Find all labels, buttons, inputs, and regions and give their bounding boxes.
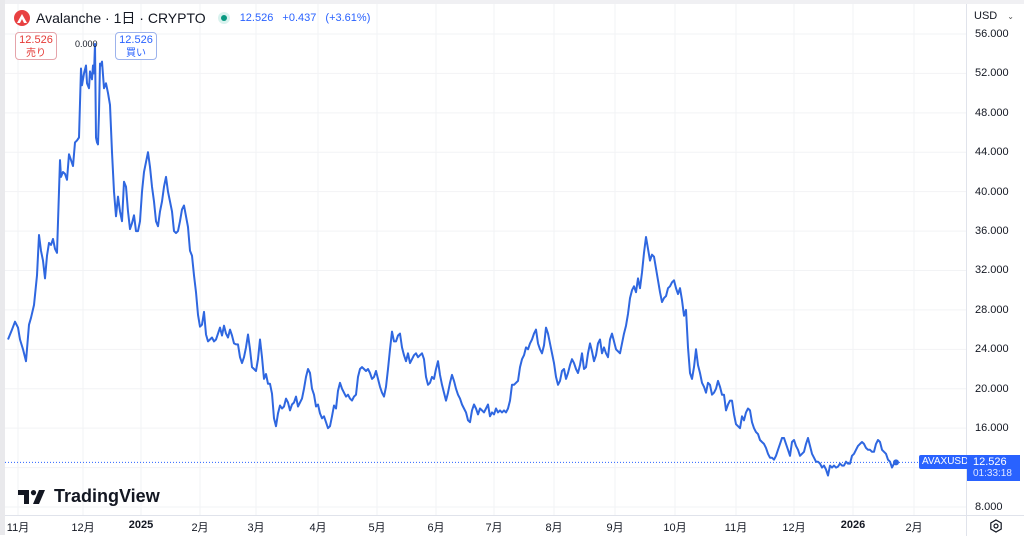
- bar-close-countdown: 01:33:18: [973, 468, 1012, 479]
- time-tick-label: 4月: [309, 522, 327, 534]
- window-top-border: [0, 0, 1024, 4]
- price-tick-label: 32.000: [975, 264, 1009, 277]
- time-tick-label: 2月: [191, 522, 209, 534]
- time-tick-label: 12月: [71, 522, 95, 534]
- price-scale[interactable]: 56.000 52.000 48.000 44.000 40.000 36.000 32.0…: [966, 4, 1024, 515]
- buy-label: 買い: [126, 48, 146, 59]
- time-tick-label: 3月: [247, 522, 265, 534]
- tradingview-logo-text: TradingView: [54, 486, 160, 506]
- price-change-percent: (+3.61%): [325, 12, 371, 24]
- exchange-label: CRYPTO: [147, 10, 206, 26]
- tradingview-logo-icon: [18, 489, 45, 504]
- price-tick-label: 56.000: [975, 28, 1009, 40]
- time-scale[interactable]: 11月 12月 2025 2月 3月 4月 5月 6月 7月 8月 9月 10月 11月 12月 2026 2…: [5, 515, 966, 536]
- price-tick-label: 52.000: [975, 67, 1009, 80]
- chevron-down-icon: ⌄: [1007, 11, 1014, 21]
- time-tick-label: 2025: [128, 519, 154, 531]
- price-tick-label: 20.000: [975, 382, 1009, 395]
- time-tick-label: 5月: [368, 522, 386, 534]
- price-line-chart: [5, 4, 966, 515]
- price-change-values: 12.526 +0.437 (+3.61%): [240, 12, 377, 24]
- price-tick-label: 40.000: [975, 185, 1009, 198]
- last-price-marker: [893, 459, 899, 466]
- sell-price: 12.526: [19, 34, 53, 46]
- time-tick-label: 11月: [724, 522, 748, 534]
- tradingview-logo[interactable]: TradingView: [18, 486, 160, 507]
- time-tick-label: 8月: [545, 522, 563, 534]
- last-price: 12.526: [239, 12, 274, 24]
- symbol-price-label: AVAXUSD: [919, 455, 972, 469]
- buy-price: 12.526: [119, 34, 153, 46]
- symbol-title[interactable]: Avalanche · 1日 · CRYPTO: [36, 8, 206, 28]
- chart-settings-button[interactable]: [966, 515, 1024, 536]
- interval-label: 1日: [113, 10, 136, 26]
- settings-gear-icon: [990, 519, 1002, 533]
- currency-dropdown[interactable]: USD ⌄: [968, 5, 1020, 27]
- title-separator: ·: [105, 10, 110, 26]
- current-price-label: 12.526 01:33:18: [967, 455, 1020, 481]
- avalanche-logo-icon: [14, 10, 30, 26]
- window-left-border: [0, 0, 5, 535]
- chart-plot-area[interactable]: [5, 4, 966, 515]
- price-tick-label: 48.000: [975, 106, 1009, 119]
- price-tick-label: 44.000: [975, 146, 1009, 159]
- market-open-status-icon: [217, 12, 230, 24]
- time-tick-label: 12月: [782, 522, 806, 534]
- price-tick-label: 24.000: [975, 343, 1009, 356]
- price-tick-label: 36.000: [975, 225, 1009, 238]
- price-line: [7, 42, 897, 477]
- currency-value: USD: [974, 10, 998, 22]
- time-tick-label: 7月: [485, 522, 503, 534]
- time-tick-label: 10月: [663, 522, 687, 534]
- current-price-value: 12.526: [973, 456, 1007, 468]
- symbol-legend: Avalanche · 1日 · CRYPTO 12.526 +0.437 (+…: [14, 8, 376, 28]
- title-separator: ·: [139, 10, 144, 26]
- sell-button[interactable]: 12.526 売り: [15, 32, 57, 60]
- price-tick-label: 28.000: [975, 303, 1009, 316]
- buy-button[interactable]: 12.526 買い: [115, 32, 157, 60]
- sell-label: 売り: [26, 48, 46, 59]
- spread-value: 0.000: [75, 39, 98, 49]
- time-tick-label: 2月: [905, 522, 923, 534]
- price-tick-label: 16.000: [975, 422, 1009, 435]
- time-tick-label: 2026: [840, 519, 866, 531]
- time-tick-label: 6月: [427, 522, 445, 534]
- price-tick-label: 8.000: [975, 500, 1003, 513]
- price-change: +0.437: [282, 12, 317, 24]
- time-tick-label: 11月: [6, 522, 30, 534]
- symbol-name: Avalanche: [36, 10, 102, 26]
- time-tick-label: 9月: [606, 522, 624, 534]
